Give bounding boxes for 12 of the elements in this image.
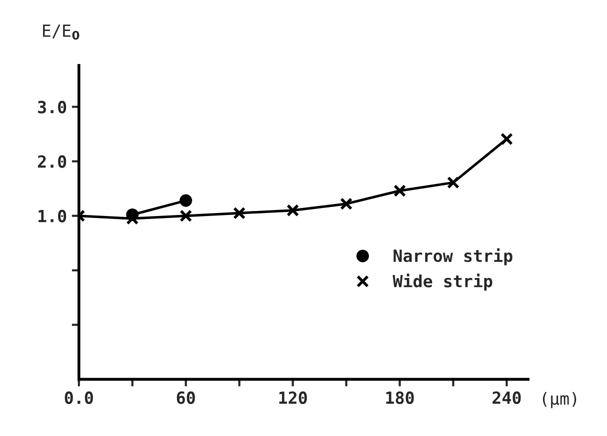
- legend-label: Wide strip: [392, 274, 492, 291]
- x-tick-label: 120: [279, 391, 307, 404]
- y-tick-label: 1.0: [38, 210, 66, 222]
- x-tick-label: 240: [492, 391, 521, 404]
- y-tick-label: 2.0: [38, 155, 66, 168]
- x-axis-title: (μm): [542, 392, 576, 408]
- x-tick-label: 180: [386, 391, 414, 404]
- x-tick-label: 60: [176, 391, 195, 404]
- y-axis-title: E/E$_{0}$: [43, 24, 80, 40]
- x-tick-label: 0.0: [64, 391, 93, 404]
- legend-label: Narrow strip: [394, 248, 512, 266]
- y-tick-label: 3.0: [38, 100, 66, 114]
